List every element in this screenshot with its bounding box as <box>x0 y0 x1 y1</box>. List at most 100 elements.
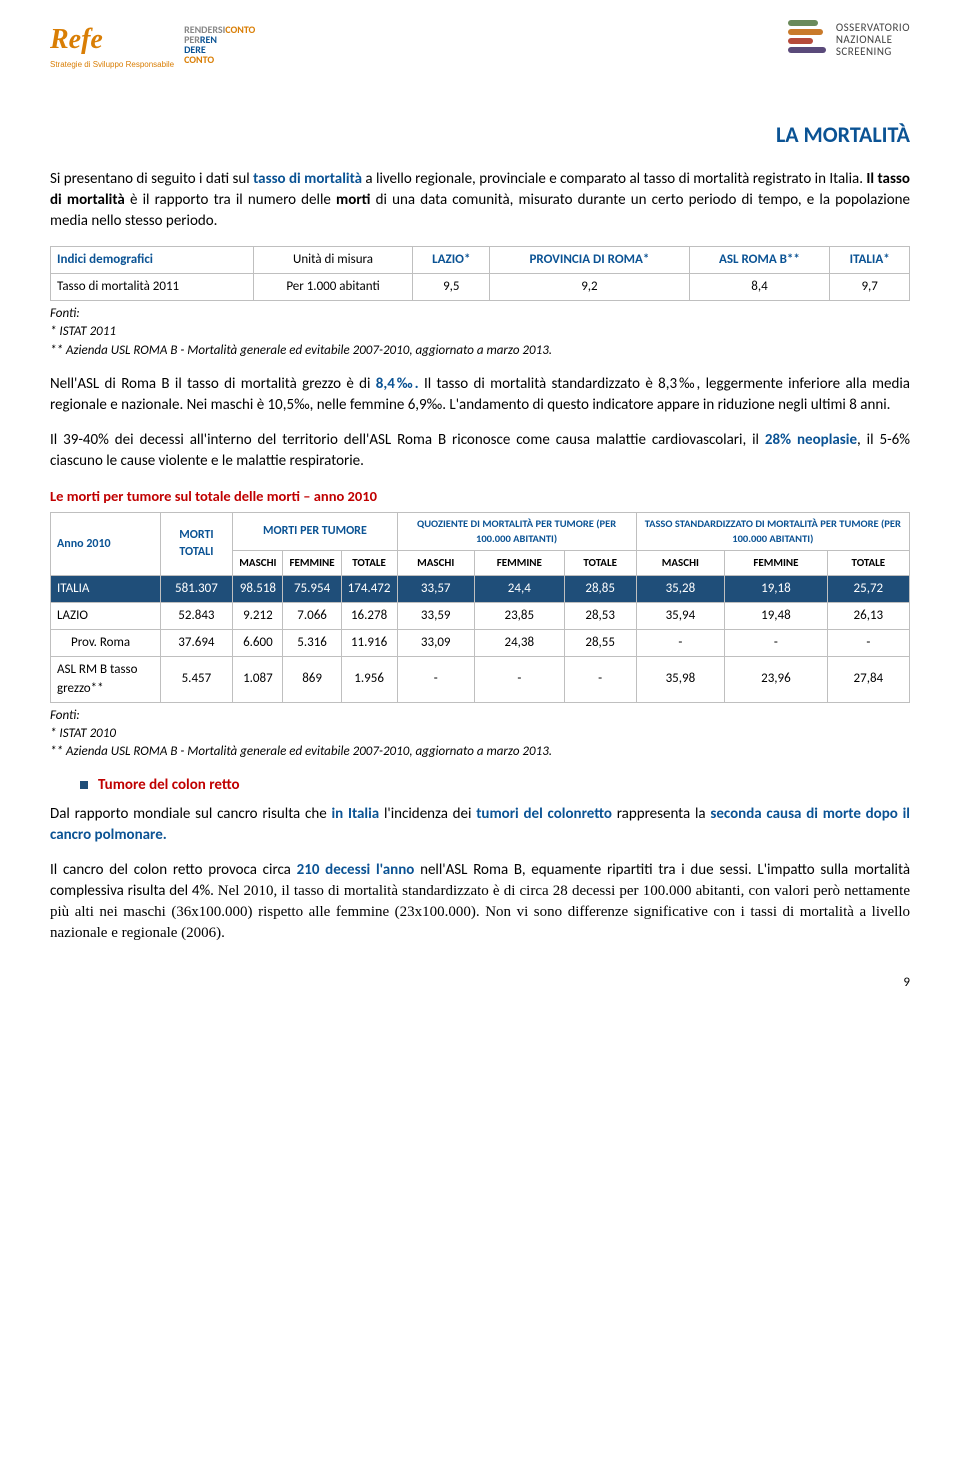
table-row-label: Prov. Roma <box>51 630 161 657</box>
table-cell: 35,98 <box>636 657 724 702</box>
t2-sub-4: FEMMINE <box>474 551 564 575</box>
table-cell: 28,55 <box>564 630 636 657</box>
demographics-table: Indici demografici Unità di misura LAZIO… <box>50 246 910 301</box>
refe-logo-text: Refe <box>50 24 103 55</box>
t1-header-label: Indici demografici <box>51 246 254 273</box>
refe-logo-subtitle: Strategie di Sviluppo Responsabile <box>50 59 174 70</box>
table-cell: 7.066 <box>283 602 341 629</box>
t2-sub-7: FEMMINE <box>725 551 828 575</box>
table-cell: 869 <box>283 657 341 702</box>
table2-footnote: Fonti: * ISTAT 2010 ** Azienda USL ROMA … <box>50 707 910 762</box>
table-cell: - <box>564 657 636 702</box>
table-cell: 24,4 <box>474 575 564 602</box>
table-cell: 26,13 <box>827 602 909 629</box>
table-cell: 1.956 <box>341 657 397 702</box>
p5-hl: 210 decessi l'anno <box>297 861 415 879</box>
intro-paragraph: Si presentano di seguito i dati sul tass… <box>50 169 910 232</box>
fn2-c: ** Azienda USL ROMA B - Mortalità genera… <box>50 743 910 761</box>
t1-col-lazio: LAZIO* <box>413 246 490 273</box>
t2-h-morti: MORTI TOTALI <box>160 513 233 576</box>
t1-val-2: 8,4 <box>689 273 830 300</box>
table-cell: - <box>827 630 909 657</box>
logo-left-group: Refe Strategie di Sviluppo Responsabile … <box>50 20 255 70</box>
table-cell: 98.518 <box>233 575 283 602</box>
fn1-c: ** Azienda USL ROMA B - Mortalità genera… <box>50 342 910 360</box>
t2-h-mpt: MORTI PER TUMORE <box>233 513 397 551</box>
table-cell: 25,72 <box>827 575 909 602</box>
table-cell: 5.316 <box>283 630 341 657</box>
page-title: LA MORTALITÀ <box>50 120 910 151</box>
p3-hl: 28% neoplasie <box>765 431 857 449</box>
t2-h-quo: QUOZIENTE DI MORTALITÀ PER TUMORE (PER 1… <box>397 513 636 551</box>
table-cell: - <box>397 657 474 702</box>
t1-row-label: Tasso di mortalità 2011 <box>51 273 254 300</box>
table-cell: 75.954 <box>283 575 341 602</box>
t2-sub-6: MASCHI <box>636 551 724 575</box>
t2-h-tasso: TASSO STANDARDIZZATO DI MORTALITÀ PER TU… <box>636 513 909 551</box>
table-cell: 28,53 <box>564 602 636 629</box>
fn1-b: * ISTAT 2011 <box>50 323 910 341</box>
table-cell: 1.087 <box>233 657 283 702</box>
t2-sub-8: TOTALE <box>827 551 909 575</box>
t1-col-unit: Unità di misura <box>253 246 413 273</box>
table-cell: 23,85 <box>474 602 564 629</box>
t1-val-1: 9,2 <box>490 273 689 300</box>
table-cell: - <box>636 630 724 657</box>
fn2-a: Fonti: <box>50 707 910 725</box>
table-cell: 174.472 <box>341 575 397 602</box>
p1-e: morti <box>336 191 370 209</box>
deaths-table: Anno 2010 MORTI TOTALI MORTI PER TUMORE … <box>50 512 910 703</box>
table-cell: 28,85 <box>564 575 636 602</box>
paragraph-2: Nell'ASL di Roma B il tasso di mortalità… <box>50 374 910 416</box>
table-cell: 33,09 <box>397 630 474 657</box>
p1-highlight: tasso di mortalità <box>253 170 362 188</box>
fn2-b: * ISTAT 2010 <box>50 725 910 743</box>
p4-b: l'incidenza dei <box>379 805 476 823</box>
p2-a: Nell'ASL di Roma B il tasso di mortalità… <box>50 375 376 393</box>
table-row-label: ASL RM B tasso grezzo** <box>51 657 161 702</box>
t2-h-anno: Anno 2010 <box>51 513 161 576</box>
table-cell: 19,48 <box>725 602 828 629</box>
rendersi-logo: RENDERSICONTO PERREN DERE CONTO <box>184 25 255 65</box>
t1-val-3: 9,7 <box>830 273 910 300</box>
table-cell: 33,57 <box>397 575 474 602</box>
table-cell: 581.307 <box>160 575 233 602</box>
osn-line3: SCREENING <box>836 46 910 58</box>
t1-col-provincia: PROVINCIA DI ROMA* <box>490 246 689 273</box>
t1-row-unit: Per 1.000 abitanti <box>253 273 413 300</box>
section-heading-deaths: Le morti per tumore sul totale delle mor… <box>50 486 910 506</box>
fn1-a: Fonti: <box>50 305 910 323</box>
p1-b: a livello regionale, provinciale e compa… <box>362 170 866 188</box>
p4-a: Dal rapporto mondiale sul cancro risulta… <box>50 805 331 823</box>
p2-hl: 8,4‰. <box>376 375 419 393</box>
table-cell: 35,94 <box>636 602 724 629</box>
paragraph-5: Il cancro del colon retto provoca circa … <box>50 860 910 944</box>
page-number: 9 <box>50 974 910 992</box>
t2-sub-3: MASCHI <box>397 551 474 575</box>
osn-logo-text: OSSERVATORIO NAZIONALE SCREENING <box>836 22 910 58</box>
table-row-label: ITALIA <box>51 575 161 602</box>
table-cell: 24,38 <box>474 630 564 657</box>
p1-a: Si presentano di seguito i dati sul <box>50 170 253 188</box>
bullet-tumor: Tumore del colon retto <box>80 775 910 796</box>
t1-col-italia: ITALIA* <box>830 246 910 273</box>
table-cell: 5.457 <box>160 657 233 702</box>
t2-sub-1: FEMMINE <box>283 551 341 575</box>
t2-sub-5: TOTALE <box>564 551 636 575</box>
osn-icon <box>788 20 828 60</box>
table-cell: 33,59 <box>397 602 474 629</box>
table-cell: 23,96 <box>725 657 828 702</box>
table-cell: 9.212 <box>233 602 283 629</box>
t2-sub-2: TOTALE <box>341 551 397 575</box>
p4-hl2: tumori del colonretto <box>476 805 612 823</box>
header-logos: Refe Strategie di Sviluppo Responsabile … <box>50 20 910 80</box>
table-cell: 35,28 <box>636 575 724 602</box>
paragraph-3: Il 39-40% dei decessi all'interno del te… <box>50 430 910 472</box>
table1-footnote: Fonti: * ISTAT 2011 ** Azienda USL ROMA … <box>50 305 910 360</box>
table-row-label: LAZIO <box>51 602 161 629</box>
bullet-label: Tumore del colon retto <box>98 775 240 796</box>
t1-val-0: 9,5 <box>413 273 490 300</box>
table-cell: 11.916 <box>341 630 397 657</box>
p4-hl1: in Italia <box>331 805 379 823</box>
table-cell: 16.278 <box>341 602 397 629</box>
